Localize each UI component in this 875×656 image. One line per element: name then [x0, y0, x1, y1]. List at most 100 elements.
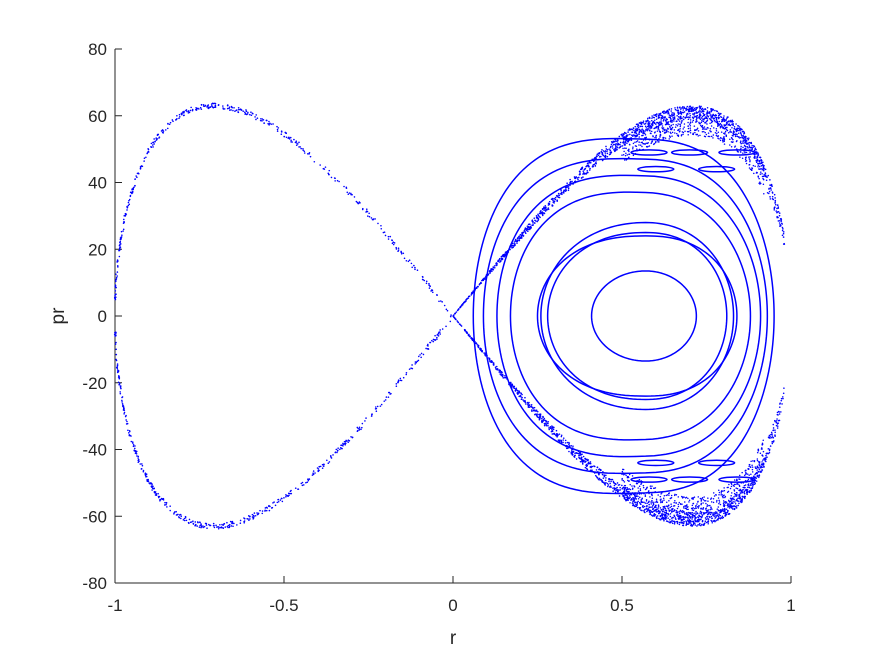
separatrix-point	[270, 123, 273, 125]
chaotic-boundary-point	[705, 116, 707, 118]
chaotic-cap-point	[687, 134, 689, 136]
chaotic-cap-point	[672, 520, 675, 523]
chaotic-boundary-point	[585, 165, 587, 168]
separatrix-point	[327, 172, 330, 175]
chaotic-cap-point	[751, 464, 753, 466]
chaotic-cap-point	[733, 127, 736, 130]
chaotic-boundary-point	[548, 428, 551, 431]
chaotic-boundary-point	[477, 346, 480, 349]
separatrix-point	[255, 118, 257, 121]
separatrix-point	[405, 371, 408, 374]
separatrix-point	[277, 498, 280, 501]
separatrix-point	[176, 114, 178, 117]
chaotic-boundary-point	[582, 455, 585, 458]
separatrix-point	[305, 481, 307, 484]
chaotic-cap-point	[723, 489, 726, 492]
chaotic-cap-point	[744, 495, 747, 498]
separatrix-point	[440, 300, 442, 302]
chaotic-boundary-point	[715, 519, 717, 522]
chaotic-cap-point	[628, 480, 630, 482]
chaotic-cap-point	[665, 505, 668, 507]
separatrix-point	[259, 119, 262, 122]
chaotic-boundary-point	[769, 445, 772, 447]
chaotic-cap-point	[736, 129, 739, 132]
chaotic-cap-point	[723, 509, 725, 511]
separatrix-point	[277, 500, 280, 503]
chaotic-cap-point	[705, 128, 708, 130]
separatrix-point	[142, 470, 145, 473]
chaotic-cap-point	[705, 500, 707, 502]
chaotic-cap-point	[659, 136, 661, 138]
chaotic-cap-point	[622, 153, 625, 156]
chaotic-cap-point	[636, 129, 638, 132]
chaotic-boundary-point	[574, 454, 576, 457]
separatrix-point	[422, 278, 424, 281]
chaotic-boundary-point	[615, 140, 617, 143]
chaotic-cap-point	[723, 140, 725, 142]
chaotic-boundary-point	[501, 258, 503, 261]
chaotic-boundary-point	[663, 118, 665, 121]
chaotic-boundary-point	[560, 189, 562, 192]
chaotic-boundary-point	[553, 200, 556, 203]
chaotic-boundary-point	[646, 508, 649, 510]
chaotic-boundary-point	[579, 168, 582, 171]
chaotic-boundary-point	[693, 116, 696, 118]
chaotic-cap-point	[699, 116, 701, 118]
chaotic-boundary-point	[772, 423, 775, 426]
chaotic-cap-point	[628, 488, 630, 490]
separatrix-point	[141, 464, 144, 467]
chaotic-boundary-point	[644, 122, 647, 125]
chaotic-boundary-point	[601, 153, 604, 156]
chaotic-boundary-point	[679, 108, 682, 110]
chaotic-cap-point	[649, 132, 652, 135]
chaotic-boundary-point	[666, 520, 669, 523]
chaotic-boundary-point	[553, 197, 555, 200]
separatrix-point	[147, 151, 150, 153]
chaotic-cap-point	[661, 130, 664, 133]
separatrix-point	[192, 520, 194, 522]
chaotic-cap-point	[694, 109, 696, 112]
chaotic-cap-point	[692, 133, 695, 136]
chaotic-cap-point	[692, 522, 695, 525]
chaotic-boundary-point	[595, 469, 598, 471]
separatrix-point	[358, 426, 361, 429]
chaotic-cap-point	[658, 123, 660, 125]
separatrix-point	[411, 364, 413, 366]
chaotic-cap-point	[650, 501, 652, 503]
chaotic-cap-point	[669, 506, 671, 509]
separatrix-point	[307, 153, 309, 155]
chaotic-cap-point	[628, 139, 631, 141]
chaotic-boundary-point	[616, 486, 618, 489]
separatrix-point	[285, 496, 287, 498]
separatrix-point	[344, 444, 347, 446]
separatrix-point	[126, 209, 128, 211]
chaotic-boundary-point	[575, 458, 578, 460]
separatrix-point	[156, 133, 159, 136]
chaotic-boundary-point	[741, 135, 743, 137]
chaotic-boundary-point	[769, 198, 772, 200]
chaotic-boundary-point	[557, 196, 559, 198]
chaotic-cap-point	[760, 171, 762, 173]
chaotic-boundary-point	[502, 377, 505, 379]
separatrix-point	[428, 282, 430, 285]
chaotic-cap-point	[718, 499, 720, 502]
chaotic-boundary-point	[765, 176, 768, 178]
chaotic-boundary-point	[782, 228, 784, 230]
chaotic-boundary-point	[632, 496, 634, 499]
chaotic-boundary-point	[719, 125, 722, 128]
chaotic-cap-point	[723, 135, 725, 138]
chaotic-boundary-point	[552, 428, 555, 431]
chaotic-cap-point	[698, 106, 701, 108]
separatrix-point	[377, 222, 379, 225]
chaotic-cap-point	[707, 500, 709, 502]
chaotic-cap-point	[655, 511, 658, 513]
chaotic-cap-point	[649, 513, 652, 515]
chaotic-boundary-point	[480, 282, 483, 284]
chaotic-boundary-point	[646, 129, 649, 132]
chaotic-cap-point	[732, 130, 735, 132]
chaotic-boundary-point	[475, 287, 477, 290]
chaotic-boundary-point	[500, 256, 503, 258]
separatrix-point	[237, 108, 240, 111]
chaotic-cap-point	[621, 477, 623, 480]
chaotic-cap-point	[679, 111, 682, 113]
